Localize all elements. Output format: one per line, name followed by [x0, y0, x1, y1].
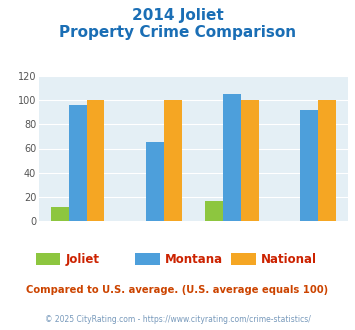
Bar: [87, 100, 104, 221]
Bar: [146, 143, 164, 221]
Bar: [241, 100, 259, 221]
Bar: [164, 100, 181, 221]
Text: National: National: [261, 252, 317, 266]
Text: 2014 Joliet: 2014 Joliet: [132, 8, 223, 23]
Bar: [300, 110, 318, 221]
Text: Joliet: Joliet: [66, 252, 100, 266]
Text: © 2025 CityRating.com - https://www.cityrating.com/crime-statistics/: © 2025 CityRating.com - https://www.city…: [45, 315, 310, 324]
Bar: [69, 105, 87, 221]
Bar: [223, 94, 241, 221]
Text: Montana: Montana: [165, 252, 223, 266]
Bar: [51, 207, 69, 221]
Text: Compared to U.S. average. (U.S. average equals 100): Compared to U.S. average. (U.S. average …: [26, 285, 329, 295]
Bar: [318, 100, 336, 221]
Text: Property Crime Comparison: Property Crime Comparison: [59, 25, 296, 40]
Bar: [206, 201, 223, 221]
